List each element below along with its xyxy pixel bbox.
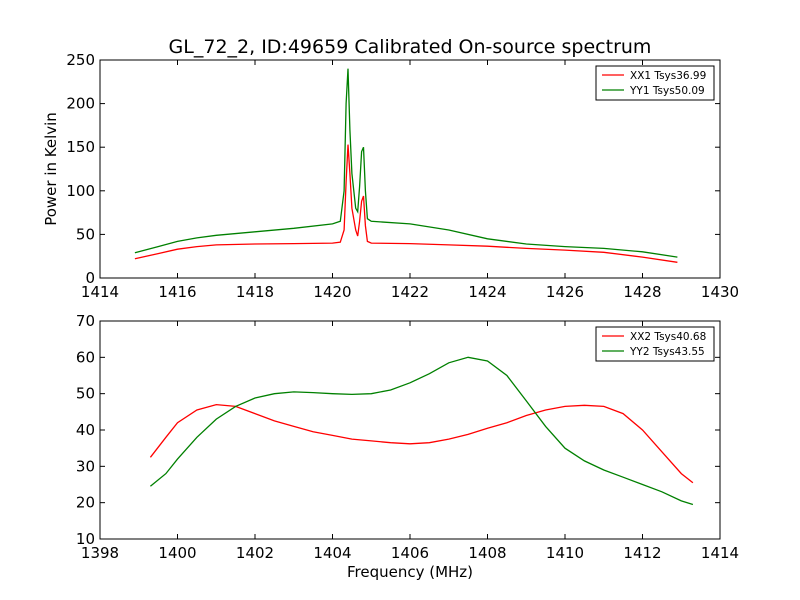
top-x-tick-label: 1420	[313, 283, 351, 301]
bottom-y-tick-label: 40	[76, 421, 95, 439]
top-x-tick-label: 1430	[701, 283, 739, 301]
bottom-y-tick-label: 60	[76, 348, 95, 366]
top-y-tick-label: 0	[85, 269, 95, 287]
top-panel: 1414 1416 1418 1420 1422 1424 1426 1428 1430 0 50 1…	[66, 51, 739, 301]
top-y-tick-label: 150	[66, 138, 95, 156]
top-legend-label-1: YY1 Tsys50.09	[629, 85, 705, 97]
bottom-panel: 1398 1400 1402 1404 1406 1408 1410 1412 1414 10 20…	[76, 312, 739, 562]
top-x-tick-label: 1424	[468, 283, 506, 301]
top-legend-label-0: XX1 Tsys36.99	[630, 70, 706, 82]
top-y-tick-label: 250	[66, 51, 95, 69]
bottom-series-line-1	[149, 356, 694, 506]
bottom-x-tick-label: 1398	[81, 544, 119, 562]
chart-title: GL_72_2, ID:49659 Calibrated On-source s…	[169, 36, 652, 58]
bottom-x-tick-label: 1400	[158, 544, 196, 562]
top-y-tick-label: 200	[66, 95, 95, 113]
top-series-line-0	[134, 144, 678, 263]
top-y-tick-label: 100	[66, 182, 95, 200]
bottom-legend: XX2 Tsys40.68 YY2 Tsys43.55	[595, 326, 715, 362]
top-x-tick-label: 1416	[158, 283, 196, 301]
top-x-tick-label: 1426	[546, 283, 584, 301]
bottom-y-tick-label: 20	[76, 494, 95, 512]
top-y-tick-label: 50	[76, 225, 95, 243]
bottom-x-axis-label: Frequency (MHz)	[347, 563, 473, 581]
bottom-series-line-0	[149, 403, 694, 484]
bottom-x-tick-label: 1412	[623, 544, 661, 562]
top-legend: XX1 Tsys36.99 YY1 Tsys50.09	[595, 65, 715, 101]
bottom-x-tick-label: 1404	[313, 544, 351, 562]
top-legend-box	[595, 65, 715, 101]
bottom-x-tick-label: 1410	[546, 544, 584, 562]
bottom-y-tick-label: 50	[76, 385, 95, 403]
bottom-x-tick-label: 1414	[701, 544, 739, 562]
bottom-legend-label-1: YY2 Tsys43.55	[629, 346, 705, 358]
bottom-x-tick-label: 1406	[391, 544, 429, 562]
top-x-tick-label: 1418	[236, 283, 274, 301]
top-x-tick-label: 1428	[623, 283, 661, 301]
bottom-legend-label-0: XX2 Tsys40.68	[630, 331, 706, 343]
top-x-tick-label: 1422	[391, 283, 429, 301]
bottom-y-tick-label: 10	[76, 530, 95, 548]
bottom-x-tick-label: 1408	[468, 544, 506, 562]
bottom-y-tick-label: 30	[76, 457, 95, 475]
top-y-axis-label: Power in Kelvin	[42, 112, 60, 226]
bottom-y-tick-label: 70	[76, 312, 95, 330]
bottom-legend-box	[595, 326, 715, 362]
bottom-x-tick-label: 1402	[236, 544, 274, 562]
top-x-tick-label: 1414	[81, 283, 119, 301]
top-series-line-1	[134, 68, 678, 258]
